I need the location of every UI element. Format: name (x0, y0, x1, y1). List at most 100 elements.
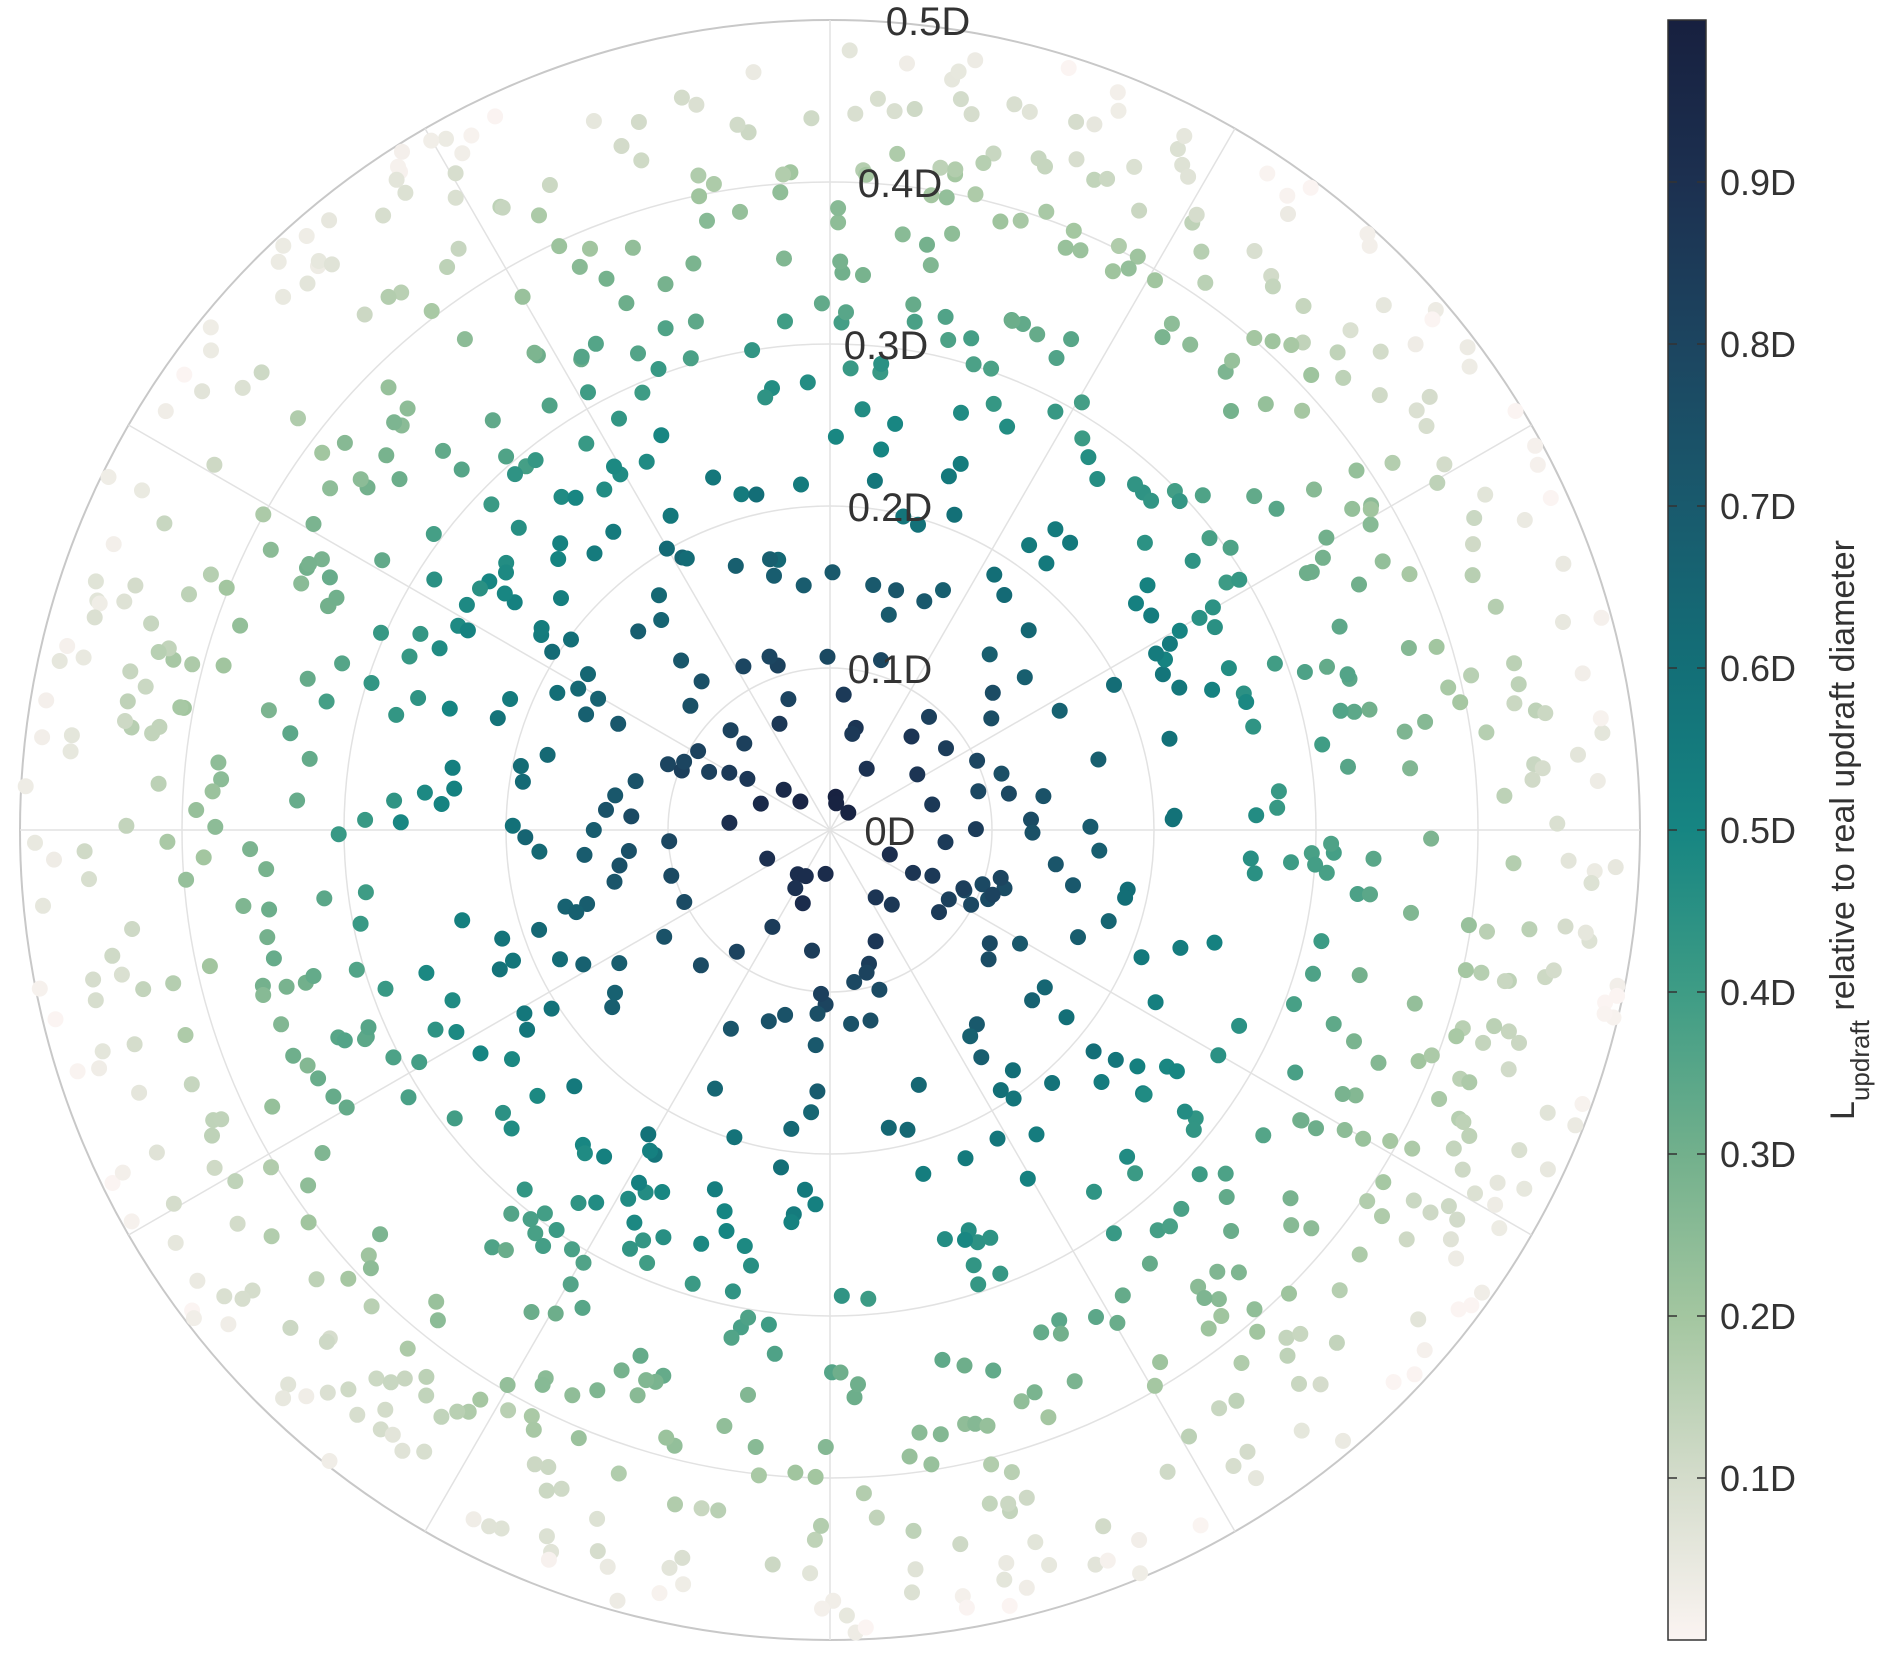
scatter-point (495, 1104, 511, 1121)
scatter-point (207, 818, 224, 835)
scatter-point (334, 655, 351, 672)
scatter-point (340, 1270, 357, 1287)
scatter-point (472, 1045, 489, 1062)
scatter-point (981, 646, 998, 663)
scatter-point (1477, 486, 1494, 503)
scatter-point (955, 880, 972, 897)
scatter-point (1033, 1324, 1050, 1341)
scatter-point (660, 756, 676, 773)
scatter-point (707, 1080, 723, 1097)
scatter-point (773, 1159, 789, 1176)
scatter-point (1375, 1174, 1392, 1191)
scatter-point (372, 1226, 389, 1243)
scatter-point (693, 673, 710, 690)
scatter-point (497, 1242, 514, 1259)
scatter-point (1479, 923, 1495, 940)
scatter-point (1295, 298, 1312, 314)
scatter-point (1119, 1148, 1136, 1165)
scatter-point (156, 515, 173, 532)
colorbar-tick-label: 0.6D (1720, 648, 1796, 689)
scatter-point (1104, 263, 1121, 280)
scatter-point (830, 200, 847, 217)
scatter-point (1421, 388, 1438, 405)
scatter-point (498, 448, 515, 465)
scatter-point (627, 773, 644, 790)
scatter-point (1539, 1161, 1556, 1178)
scatter-point (377, 980, 394, 997)
scatter-point (658, 540, 675, 557)
scatter-point (947, 161, 964, 178)
scatter-point (118, 817, 135, 834)
scatter-point (1231, 571, 1248, 588)
scatter-point (259, 929, 276, 946)
scatter-point (1152, 1354, 1169, 1371)
scatter-point (1403, 904, 1419, 921)
scatter-point (938, 740, 954, 757)
scatter-point (255, 506, 272, 523)
scatter-point (1249, 1323, 1266, 1340)
scatter-point (444, 759, 461, 776)
scatter-point (298, 1388, 315, 1405)
scatter-point (494, 199, 511, 216)
scatter-point (1280, 206, 1296, 222)
scatter-point (766, 567, 782, 584)
scatter-point (716, 1418, 733, 1434)
scatter-point (1351, 1246, 1368, 1263)
scatter-point (119, 693, 136, 710)
scatter-point (300, 1177, 317, 1194)
scatter-point (1340, 758, 1356, 775)
scatter-point (850, 1376, 866, 1393)
radial-tick-label: 0.3D (844, 324, 929, 368)
scatter-point (526, 344, 543, 361)
scatter-point (1185, 1121, 1202, 1138)
scatter-point (1147, 994, 1164, 1011)
scatter-point (206, 1159, 223, 1176)
scatter-point (338, 1099, 355, 1116)
scatter-point (692, 957, 709, 974)
scatter-point (969, 752, 986, 769)
scatter-point (189, 1272, 206, 1289)
scatter-point (323, 256, 340, 273)
scatter-point (855, 267, 871, 283)
scatter-point (662, 507, 679, 524)
scatter-point (1005, 1090, 1022, 1107)
scatter-point (357, 884, 374, 901)
scatter-point (538, 1482, 555, 1499)
scatter-point (1161, 730, 1178, 747)
scatter-point (1143, 607, 1160, 624)
scatter-point (1371, 387, 1388, 404)
scatter-point (318, 1333, 335, 1350)
scatter-point (1133, 949, 1150, 966)
scatter-point (899, 1121, 916, 1138)
scatter-point (589, 1543, 606, 1560)
scatter-point (777, 313, 793, 330)
scatter-point (1126, 158, 1143, 175)
scatter-point (1106, 676, 1122, 693)
scatter-point (573, 348, 590, 365)
scatter-point (950, 63, 967, 80)
scatter-point (270, 253, 287, 270)
scatter-point (540, 1459, 557, 1475)
scatter-point (433, 796, 450, 812)
scatter-point (656, 928, 673, 945)
scatter-point (298, 228, 315, 244)
scatter-point (1281, 1285, 1297, 1302)
scatter-point (536, 1205, 553, 1222)
scatter-point (184, 656, 201, 673)
scatter-point (374, 552, 391, 569)
scatter-point (803, 1104, 820, 1121)
scatter-point (642, 1142, 658, 1159)
scatter-point (1359, 1193, 1376, 1210)
scatter-point (1463, 667, 1480, 684)
scatter-point (340, 1381, 357, 1398)
scatter-point (587, 335, 604, 352)
scatter-point (85, 971, 102, 988)
scatter-point (1529, 456, 1546, 473)
scatter-point (814, 1600, 830, 1617)
scatter-point (1107, 1051, 1124, 1068)
scatter-point (1473, 964, 1490, 981)
scatter-point (352, 915, 369, 932)
scatter-point (336, 1032, 353, 1049)
scatter-point (923, 187, 940, 204)
scatter-point (690, 167, 707, 184)
